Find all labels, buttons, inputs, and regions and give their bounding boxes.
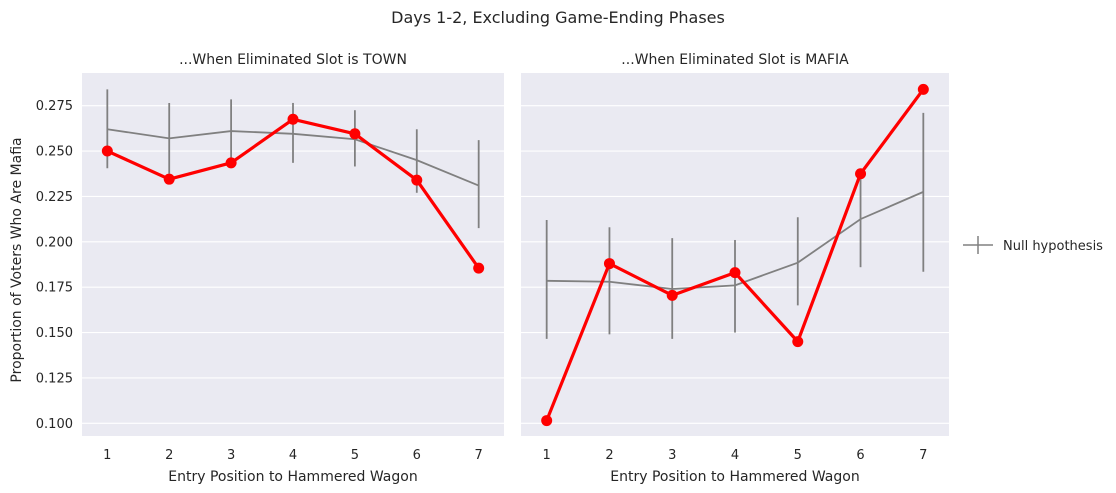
observed-point: [349, 128, 361, 140]
x-tick-label: 2: [165, 448, 173, 463]
observed-point: [411, 174, 423, 186]
figure-suptitle: Days 1-2, Excluding Game-Ending Phases: [391, 8, 725, 27]
x-tick-label: 1: [543, 448, 551, 463]
panel-title: ...When Eliminated Slot is MAFIA: [621, 52, 849, 68]
x-tick-label: 2: [605, 448, 613, 463]
observed-point: [541, 415, 553, 427]
y-axis-label: Proportion of Voters Who Are Mafia: [9, 137, 25, 382]
x-tick-label: 4: [289, 448, 297, 463]
y-tick-label: 0.200: [36, 235, 73, 250]
observed-point: [473, 262, 485, 274]
y-tick-label: 0.175: [36, 281, 73, 296]
y-tick-label: 0.125: [36, 371, 73, 386]
x-tick-label: 4: [731, 448, 739, 463]
panel-mafia: 1 2 3 4 5 6 7 ...When Eliminated Slot is MAFIA E…: [521, 52, 949, 485]
x-tick-label: 6: [413, 448, 421, 463]
y-tick-label: 0.275: [36, 99, 73, 114]
x-tick-label: 7: [475, 448, 483, 463]
x-tick-label: 3: [668, 448, 676, 463]
panel-title: ...When Eliminated Slot is TOWN: [179, 52, 407, 68]
x-tick-label: 5: [351, 448, 359, 463]
x-axis-label: Entry Position to Hammered Wagon: [168, 469, 417, 485]
y-tick-label: 0.100: [36, 417, 73, 432]
observed-point: [729, 267, 741, 279]
x-tick-label: 6: [856, 448, 864, 463]
observed-point: [287, 113, 299, 125]
x-tick-label: 3: [227, 448, 235, 463]
observed-point: [603, 258, 615, 270]
observed-point: [917, 83, 929, 95]
observed-point: [855, 168, 867, 180]
y-tick-label: 0.250: [36, 145, 73, 160]
x-tick-label: 1: [103, 448, 111, 463]
observed-point: [792, 336, 804, 348]
observed-point: [101, 145, 113, 157]
x-tick-label: 7: [919, 448, 927, 463]
x-axis-label: Entry Position to Hammered Wagon: [610, 469, 859, 485]
legend: Null hypothesis: [963, 236, 1103, 254]
panel-town: 0.100 0.125 0.150 0.175 0.200 0.225 0.250 0.275…: [36, 52, 504, 485]
observed-point: [163, 173, 175, 185]
y-tick-label: 0.225: [36, 190, 73, 205]
observed-point: [666, 289, 678, 301]
y-tick-label: 0.150: [36, 326, 73, 341]
legend-label: Null hypothesis: [1003, 239, 1103, 254]
observed-point: [225, 157, 237, 169]
x-tick-label: 5: [794, 448, 802, 463]
